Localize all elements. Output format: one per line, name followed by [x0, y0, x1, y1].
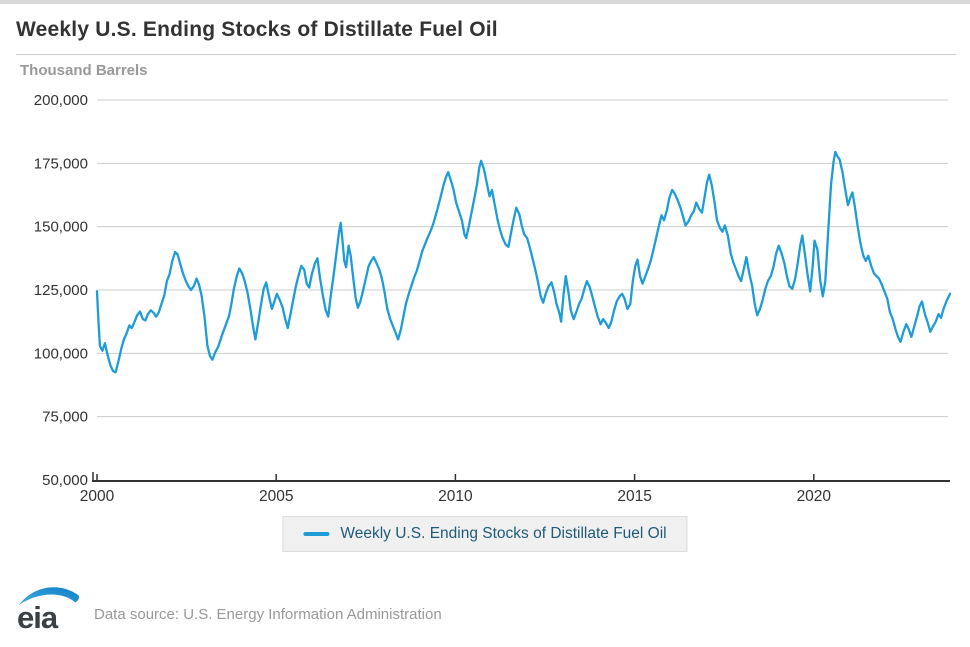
y-tick-label: 200,000 — [34, 92, 88, 109]
chart-title: Weekly U.S. Ending Stocks of Distillate … — [16, 18, 498, 41]
x-tick-label: 2020 — [797, 488, 832, 505]
legend: Weekly U.S. Ending Stocks of Distillate … — [282, 516, 688, 552]
x-tick-label: 2010 — [438, 488, 473, 505]
series-line-distillate-stocks[interactable] — [95, 150, 952, 374]
y-axis-unit-label: Thousand Barrels — [20, 62, 148, 79]
title-divider — [16, 54, 956, 55]
footer: eia Data source: U.S. Energy Information… — [16, 584, 442, 635]
top-border-bar — [0, 0, 970, 4]
eia-logo-graphic: eia — [17, 587, 80, 635]
y-tick-label: 150,000 — [34, 219, 88, 236]
x-tick-label: 2000 — [80, 488, 115, 505]
y-tick-label: 100,000 — [34, 345, 88, 362]
eia-logo: eia — [16, 584, 82, 635]
x-tick-label: 2005 — [259, 488, 293, 505]
x-tick-label: 2015 — [617, 488, 651, 505]
eia-logo-text: eia — [17, 600, 59, 634]
legend-item-distillate-stocks[interactable]: Weekly U.S. Ending Stocks of Distillate … — [340, 525, 667, 542]
eia-logo-swoosh-icon — [19, 587, 80, 605]
y-tick-label: 50,000 — [42, 472, 88, 489]
legend-line-swatch — [303, 532, 330, 536]
y-tick-label: 75,000 — [42, 409, 88, 426]
y-tick-label: 125,000 — [34, 282, 88, 299]
data-source-text: Data source: U.S. Energy Information Adm… — [94, 605, 442, 623]
y-tick-label: 175,000 — [34, 155, 88, 172]
